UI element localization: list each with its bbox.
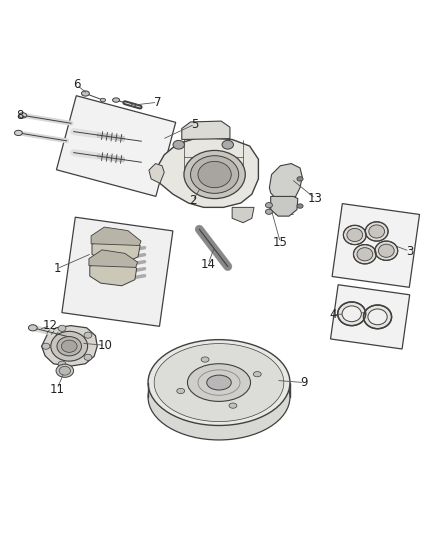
Ellipse shape — [253, 372, 261, 377]
Text: 4: 4 — [329, 308, 337, 321]
Ellipse shape — [375, 241, 398, 260]
Ellipse shape — [353, 245, 376, 264]
Polygon shape — [269, 164, 302, 201]
Text: 2: 2 — [189, 195, 197, 207]
Ellipse shape — [19, 113, 27, 118]
Ellipse shape — [84, 354, 92, 360]
Ellipse shape — [58, 361, 66, 367]
Text: 9: 9 — [300, 376, 308, 389]
Polygon shape — [92, 233, 140, 263]
Ellipse shape — [229, 403, 237, 408]
Text: 1: 1 — [53, 262, 61, 275]
Ellipse shape — [113, 98, 120, 102]
Ellipse shape — [84, 332, 92, 338]
Ellipse shape — [154, 344, 284, 422]
Ellipse shape — [28, 325, 37, 331]
Text: 13: 13 — [308, 192, 323, 205]
Text: 14: 14 — [201, 258, 215, 271]
Polygon shape — [91, 227, 141, 246]
Polygon shape — [182, 121, 230, 140]
Ellipse shape — [265, 209, 272, 214]
Ellipse shape — [191, 156, 239, 193]
Bar — [62, 217, 173, 326]
Ellipse shape — [364, 305, 392, 329]
Text: 12: 12 — [43, 319, 58, 332]
Ellipse shape — [177, 389, 185, 393]
Ellipse shape — [222, 140, 233, 149]
Polygon shape — [232, 207, 254, 223]
Polygon shape — [90, 257, 137, 286]
Ellipse shape — [131, 104, 136, 107]
Ellipse shape — [56, 364, 74, 377]
Text: 6: 6 — [73, 78, 81, 91]
Ellipse shape — [173, 140, 184, 149]
Ellipse shape — [184, 150, 245, 199]
Ellipse shape — [81, 91, 89, 96]
Ellipse shape — [42, 343, 50, 349]
Ellipse shape — [343, 225, 366, 245]
Ellipse shape — [100, 98, 106, 102]
Ellipse shape — [57, 336, 81, 356]
Ellipse shape — [148, 340, 290, 425]
Polygon shape — [149, 164, 164, 183]
Ellipse shape — [198, 161, 231, 188]
Bar — [331, 285, 410, 349]
Ellipse shape — [369, 225, 385, 238]
Bar — [57, 96, 176, 196]
Ellipse shape — [207, 375, 231, 390]
Polygon shape — [155, 138, 258, 207]
Ellipse shape — [59, 366, 71, 375]
Text: 7: 7 — [154, 96, 162, 109]
Ellipse shape — [148, 354, 290, 440]
Text: 15: 15 — [273, 236, 288, 249]
Ellipse shape — [187, 364, 251, 401]
Ellipse shape — [342, 306, 361, 322]
Text: 5: 5 — [191, 118, 198, 131]
Polygon shape — [42, 326, 97, 366]
Polygon shape — [89, 250, 138, 268]
Ellipse shape — [51, 332, 88, 361]
Text: 8: 8 — [16, 109, 23, 122]
Text: 10: 10 — [98, 339, 113, 352]
Ellipse shape — [347, 229, 363, 241]
Ellipse shape — [61, 340, 77, 352]
Text: 3: 3 — [406, 245, 413, 257]
Polygon shape — [271, 197, 298, 216]
Ellipse shape — [58, 325, 66, 332]
Ellipse shape — [338, 302, 366, 326]
Bar — [332, 204, 420, 287]
Ellipse shape — [365, 222, 388, 241]
Ellipse shape — [265, 203, 272, 208]
Ellipse shape — [14, 130, 22, 135]
Ellipse shape — [368, 309, 387, 325]
Ellipse shape — [378, 244, 394, 257]
Ellipse shape — [297, 204, 303, 208]
Text: 11: 11 — [49, 383, 64, 395]
Ellipse shape — [297, 177, 303, 181]
Ellipse shape — [201, 357, 209, 362]
Ellipse shape — [357, 248, 373, 261]
